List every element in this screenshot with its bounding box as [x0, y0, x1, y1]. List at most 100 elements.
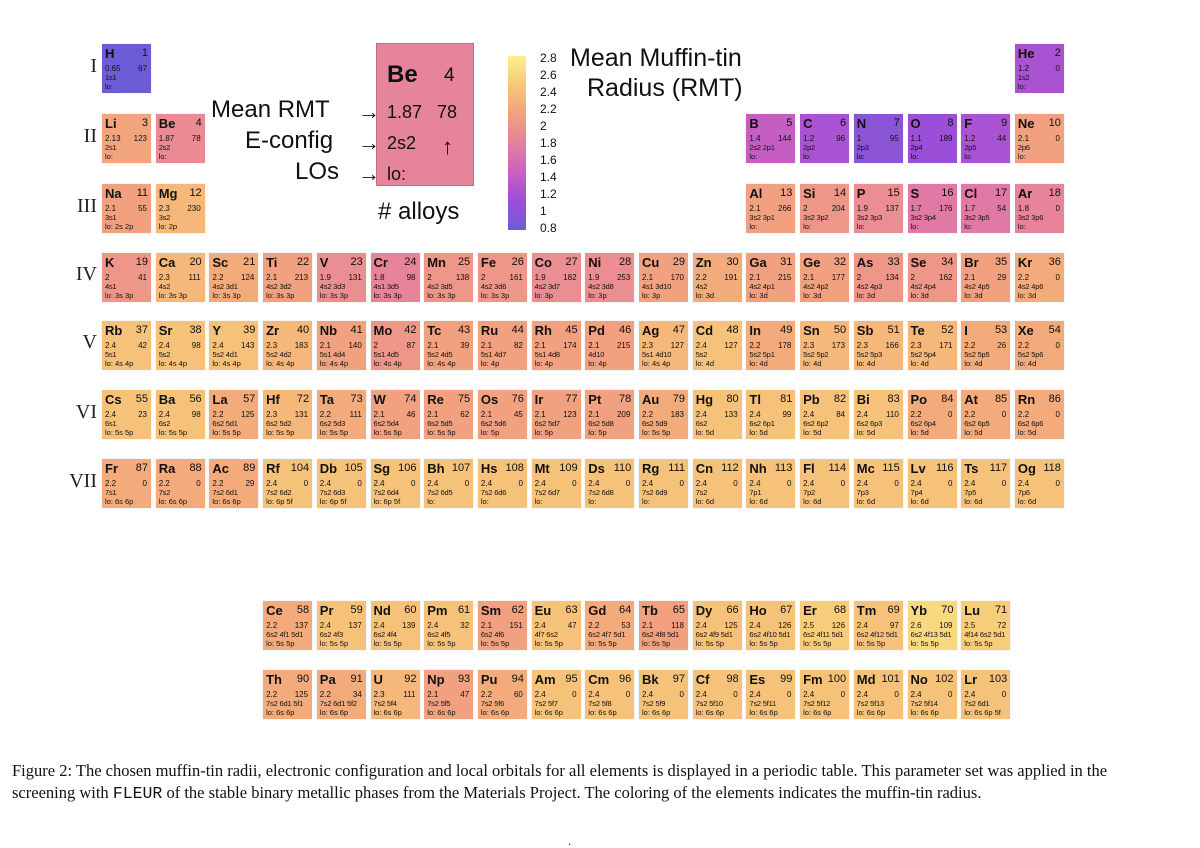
atomic-number: 48 — [726, 324, 739, 336]
mean-rmt: 2.4 — [534, 479, 546, 488]
element-symbol: Br — [964, 255, 979, 270]
atomic-number: 110 — [613, 462, 632, 474]
alloy-count: 0 — [1001, 690, 1007, 699]
atomic-number: 112 — [721, 462, 739, 474]
electron-config: 7s2 6d7 — [534, 488, 560, 497]
element-cell-te: Te 52 2.3 171 5s2 5p4 lo: 4d — [906, 320, 958, 371]
mean-rmt: 2.2 — [212, 479, 224, 488]
alloy-count: 134 — [885, 273, 899, 282]
element-symbol: Bh — [427, 461, 445, 476]
mean-rmt: 2.1 — [588, 341, 600, 350]
element-cell-fr: Fr 87 2.2 0 7s1 lo: 6s 6p — [101, 458, 152, 509]
local-orbitals: lo: 4s 4p — [266, 359, 295, 368]
mean-rmt: 2.4 — [749, 690, 761, 699]
alloy-count: 0 — [1055, 64, 1060, 73]
electron-config: 5s2 — [695, 350, 708, 359]
alloy-count: 0 — [518, 479, 523, 488]
mean-rmt: 2.3 — [642, 341, 654, 350]
mean-rmt: 2.4 — [695, 479, 707, 488]
element-symbol: Lv — [910, 461, 926, 476]
element-cell-ga: Ga 31 2.1 215 4s2 4p1 lo: 3d — [745, 252, 797, 303]
mean-rmt: 2.2 — [212, 273, 224, 282]
electron-config: 3s2 — [158, 213, 171, 222]
electron-config: 7s2 5f11 — [749, 699, 777, 708]
element-symbol: Ac — [212, 461, 230, 476]
electron-config: 6s2 6p1 — [749, 419, 775, 428]
element-cell-bh: Bh 107 2.4 0 7s2 6d5 lo: — [423, 458, 475, 509]
electron-config: 4f14 6s2 5d1 — [964, 630, 1006, 639]
element-cell-v: V 23 1.9 131 4s2 3d3 lo: 3s 3p — [315, 252, 367, 303]
mean-rmt: 2 — [427, 273, 432, 282]
element-symbol: In — [749, 323, 761, 338]
electron-config: 7s2 — [158, 488, 171, 497]
alloy-count: 178 — [778, 341, 792, 350]
element-cell-nh: Nh 113 2.4 0 7p1 lo: 6d — [745, 458, 797, 509]
alloy-count: 34 — [352, 690, 362, 699]
element-cell-as: As 33 2 134 4s2 4p3 lo: 3d — [852, 252, 904, 303]
local-orbitals: lo: 5s 5p — [266, 639, 295, 648]
electron-config: 1s1 — [105, 73, 117, 82]
electron-config: 5s2 5p1 — [749, 350, 775, 359]
element-symbol: Cm — [588, 672, 610, 687]
local-orbitals: lo: 4s 4p — [319, 359, 349, 368]
atomic-number: 58 — [296, 604, 310, 616]
mean-rmt: 1.2 — [964, 134, 976, 143]
atomic-number: 93 — [457, 673, 471, 685]
alloy-count: 176 — [939, 204, 953, 213]
local-orbitals: lo: — [427, 497, 436, 506]
element-cell-ru: Ru 44 2.1 82 5s1 4d7 lo: 4p — [476, 320, 528, 371]
alloy-count: 0 — [840, 690, 846, 699]
electron-config: 5s2 5p2 — [803, 350, 829, 359]
atomic-number: 17 — [994, 187, 1008, 199]
element-symbol: F — [964, 116, 973, 131]
element-symbol: U — [373, 672, 383, 687]
local-orbitals: lo: 5s 5p — [212, 428, 241, 437]
local-orbitals: lo: 6s 6p — [588, 708, 617, 717]
mean-rmt: 2.2 — [105, 479, 117, 488]
mean-rmt: 2.1 — [642, 273, 654, 282]
element-symbol: V — [319, 255, 329, 270]
mean-rmt: 2.3 — [856, 341, 868, 350]
local-orbitals: lo: — [1017, 222, 1026, 231]
atomic-number: 115 — [882, 462, 900, 474]
element-symbol: Fl — [803, 461, 815, 476]
element-symbol: Au — [642, 392, 660, 407]
electron-config: 6s2 4f1 5d1 — [266, 630, 304, 639]
alloy-count: 143 — [241, 341, 255, 350]
atomic-number: 73 — [350, 393, 363, 405]
atomic-number: 54 — [1048, 324, 1061, 336]
atomic-number: 34 — [941, 256, 954, 268]
mean-rmt: 2.1 — [266, 273, 278, 282]
electron-config: 6s2 4f7 5d1 — [588, 630, 626, 639]
atomic-number: 23 — [350, 256, 363, 268]
atomic-number: 83 — [887, 393, 900, 405]
arrow-up-icon: ↑ — [442, 134, 453, 159]
colorbar-tick-label: 1.6 — [540, 153, 557, 167]
mean-rmt: 2.4 — [588, 690, 600, 699]
alloy-count: 0 — [948, 690, 953, 699]
element-symbol: Ba — [158, 392, 176, 407]
element-cell-li: Li 3 2.13 123 2s1 lo: — [101, 113, 152, 164]
atomic-number: 74 — [404, 393, 417, 405]
local-orbitals: lo: 5s 5p — [856, 639, 886, 648]
atomic-number: 63 — [565, 604, 578, 616]
atomic-number: 30 — [726, 256, 739, 268]
atomic-number: 67 — [780, 604, 793, 616]
atomic-number: 51 — [887, 324, 900, 336]
electron-config: 7s2 6d5 — [427, 488, 453, 497]
mean-rmt: 2.1 — [534, 341, 546, 350]
atomic-number: 80 — [726, 393, 739, 405]
element-symbol: Ds — [588, 461, 605, 476]
atomic-number: 116 — [935, 462, 954, 474]
mean-rmt: 2.4 — [695, 341, 707, 350]
electron-config: 5s1 4d7 — [480, 350, 507, 359]
mean-rmt: 2.4 — [373, 621, 385, 630]
electron-config: 5s2 4d5 — [427, 350, 453, 359]
element-cell-ca: Ca 20 2.3 111 4s2 lo: 3s 3p — [154, 252, 206, 303]
local-orbitals: lo: 6s 6p — [427, 708, 456, 717]
colorbar-tick-label: 2.8 — [540, 51, 557, 65]
element-cell-k: K 19 2 41 4s1 lo: 3s 3p — [101, 252, 152, 303]
alloy-count: 173 — [831, 341, 846, 350]
electron-config: 4s2 4p2 — [803, 282, 829, 291]
local-orbitals: lo: 4d — [856, 359, 876, 368]
